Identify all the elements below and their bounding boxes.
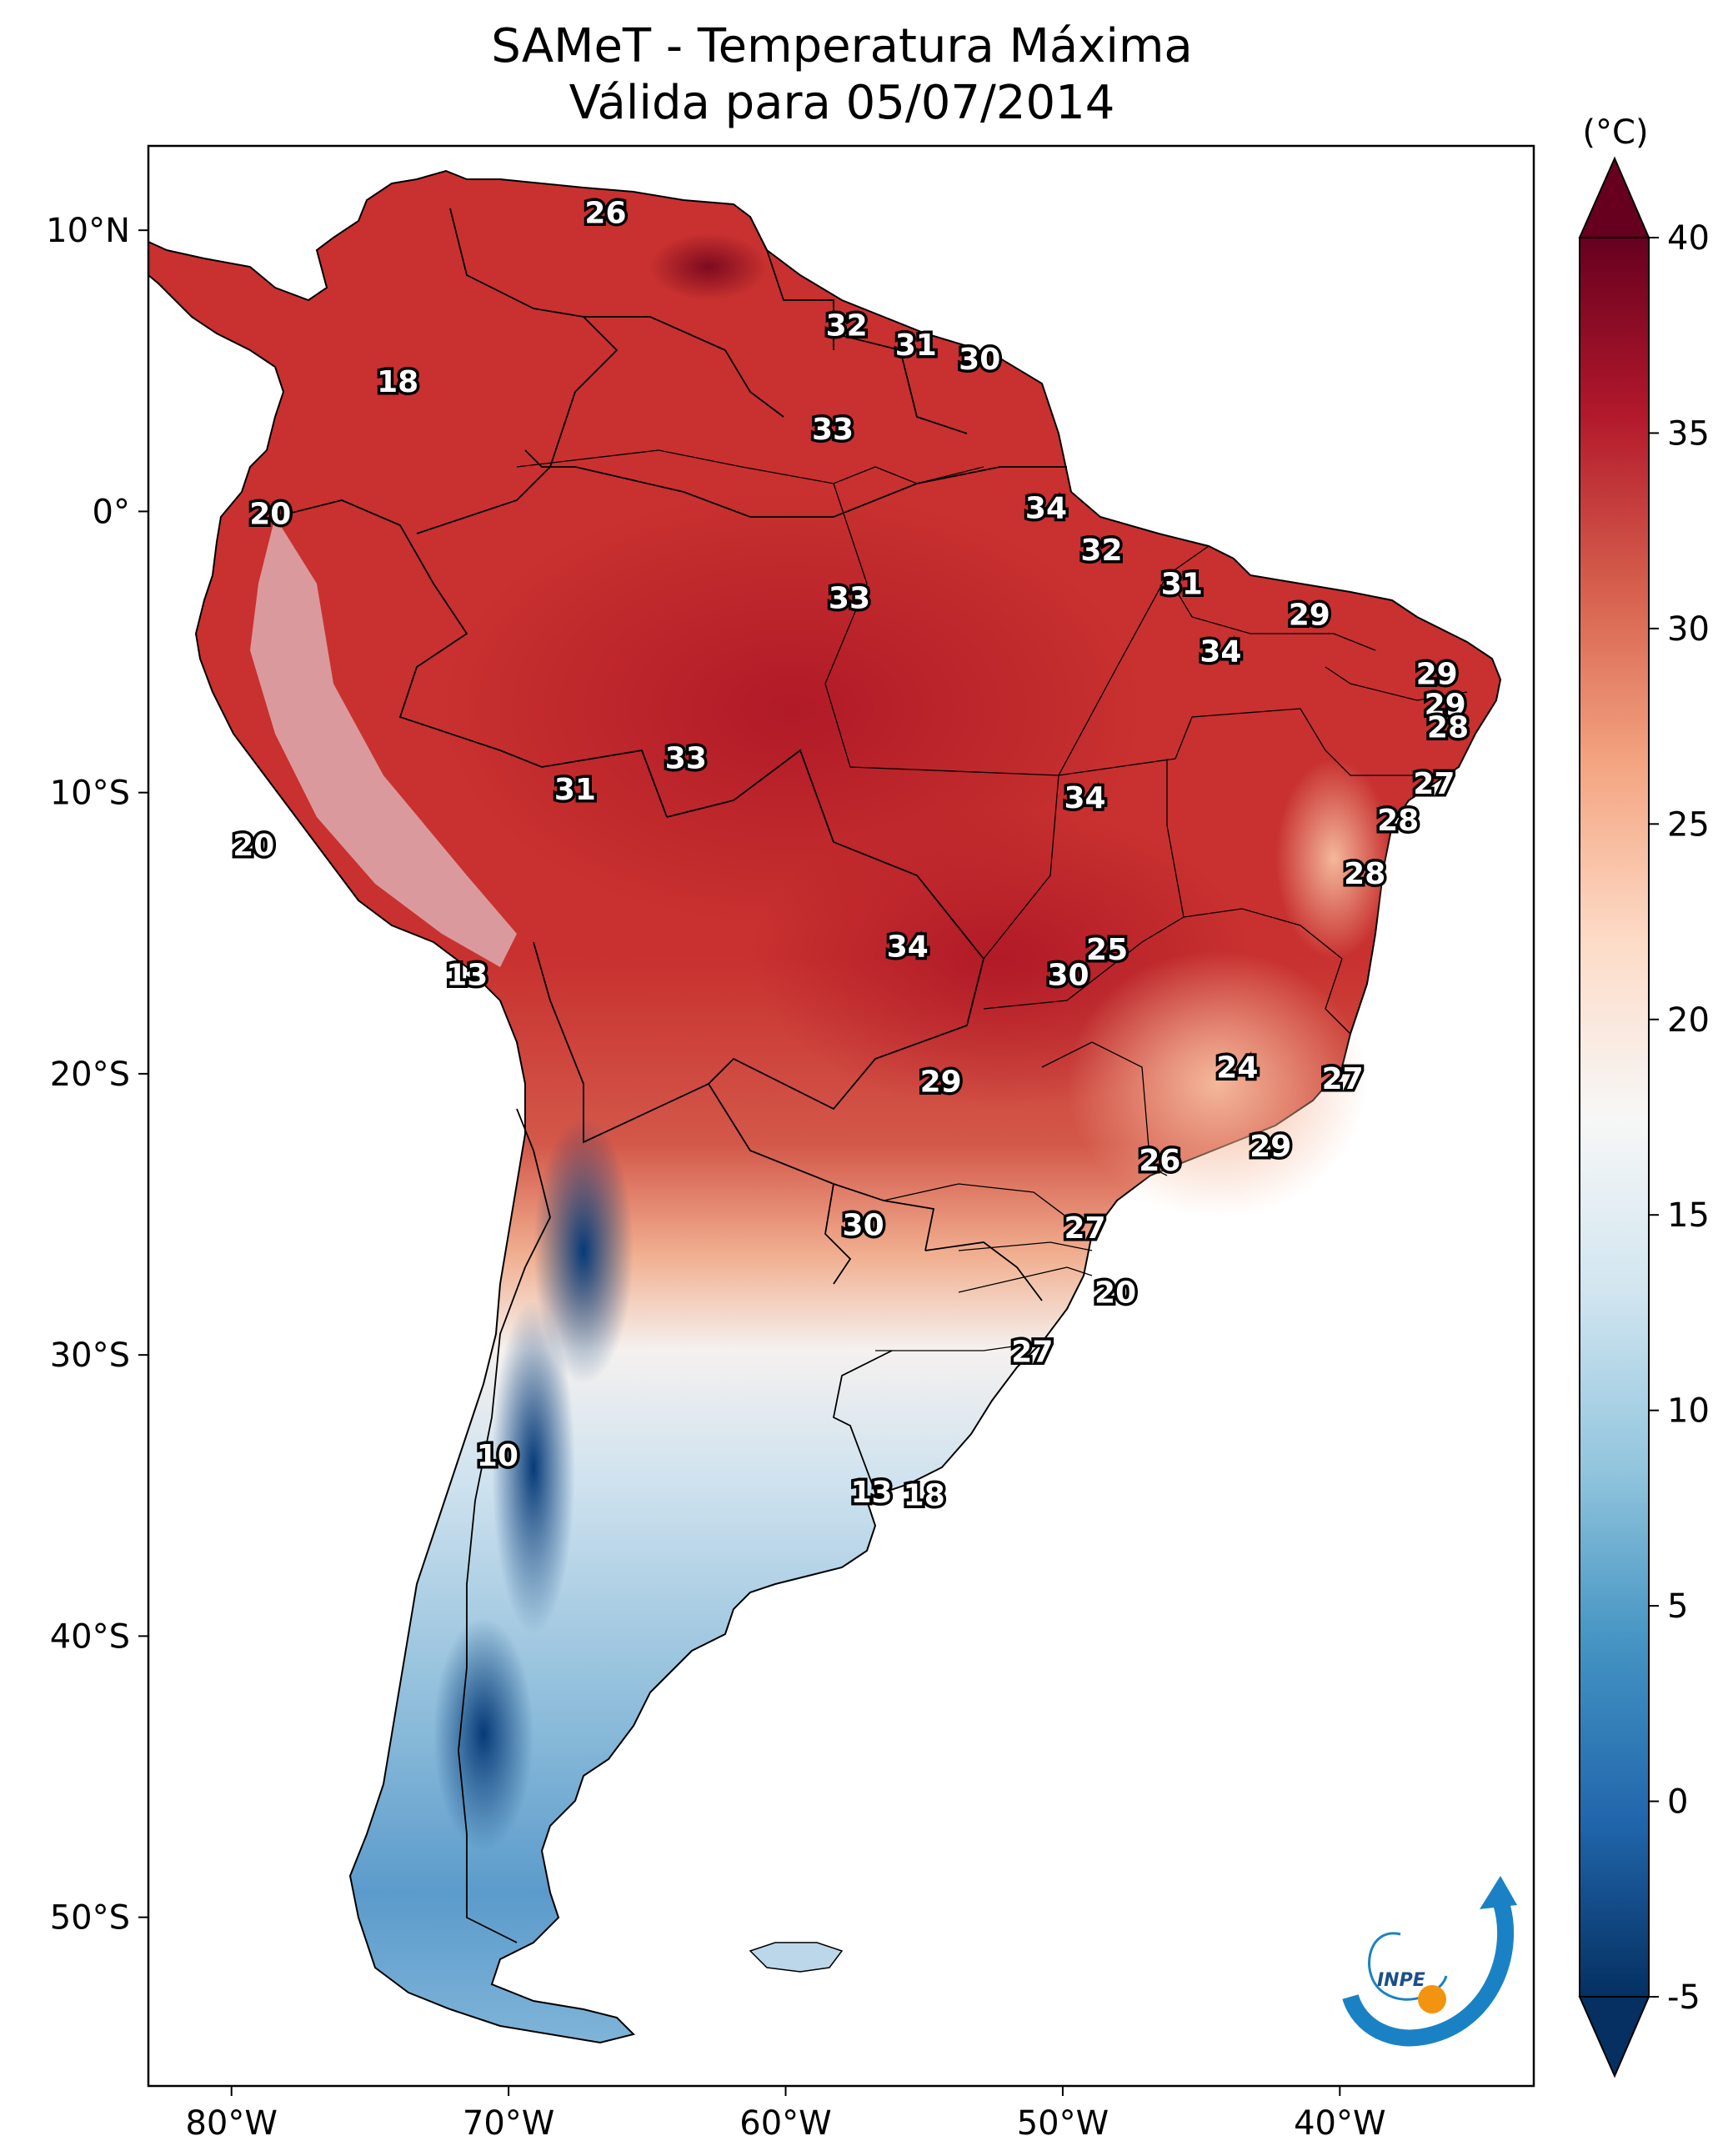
title-line-2: Válida para 05/07/2014 xyxy=(568,76,1115,130)
isotherm-label: 20 xyxy=(233,829,274,863)
isotherm-label: 29 xyxy=(920,1065,962,1100)
isotherm-label: 33 xyxy=(665,742,707,776)
cold-andes-north xyxy=(533,1117,634,1384)
isotherm-label: 29 xyxy=(1289,599,1330,633)
y-tick-label: 40°S xyxy=(50,1617,130,1656)
map-frame xyxy=(147,144,1535,2088)
colorbar-ticks: 40 35 30 25 20 15 10 5 0 -5 xyxy=(1649,219,1710,2017)
colorbar-tick-label: 40 xyxy=(1667,219,1710,258)
cool-andes-peru xyxy=(250,517,517,967)
land-fill xyxy=(148,169,1502,2044)
state-borders xyxy=(516,449,1468,1351)
map-title: SAMeT - Temperatura Máxima Válida para 0… xyxy=(150,18,1534,132)
isotherm-label: 29 xyxy=(1425,689,1466,723)
x-tick-label: 70°W xyxy=(463,2104,554,2143)
isotherm-label: 28 xyxy=(1427,711,1469,745)
isotherm-label: 13 xyxy=(851,1476,893,1510)
isotherm-label: 34 xyxy=(887,930,929,965)
isotherm-label: 13 xyxy=(446,958,488,992)
colorbar-tick-label: 35 xyxy=(1667,414,1710,453)
isotherm-label: 18 xyxy=(904,1478,945,1512)
isotherm-label: 30 xyxy=(1048,958,1089,992)
colorbar-extend-min-arrow xyxy=(1578,1996,1650,2078)
cold-patagonia xyxy=(433,1617,533,1851)
isotherm-label: 27 xyxy=(1322,1062,1364,1096)
isotherm-label: 20 xyxy=(249,497,291,531)
isotherm-label: 31 xyxy=(895,328,937,363)
inpe-logo: INPE xyxy=(1342,1876,1517,2047)
title-line-1: SAMeT - Temperatura Máxima xyxy=(491,19,1193,73)
y-tick-label: 10°N xyxy=(46,212,130,250)
isotherm-label: 33 xyxy=(829,581,870,615)
isotherm-label: 30 xyxy=(843,1209,884,1243)
isotherm-label: 31 xyxy=(554,773,596,807)
isotherm-label: 25 xyxy=(1086,933,1128,967)
y-tick-label: 20°S xyxy=(50,1055,130,1094)
isotherm-label: 32 xyxy=(826,308,868,343)
isotherm-label: 24 xyxy=(1216,1051,1258,1086)
isotherm-label: 10 xyxy=(477,1439,518,1473)
country-borders xyxy=(274,208,1067,1943)
x-tick-label: 40°W xyxy=(1294,2104,1385,2143)
isotherm-label: 27 xyxy=(1413,767,1455,801)
logo-text: INPE xyxy=(1377,1970,1425,1991)
colorbar-tick-label: 30 xyxy=(1667,610,1710,649)
isotherm-label: 31 xyxy=(1161,568,1203,602)
isotherm-label: 29 xyxy=(1250,1130,1291,1164)
mild-region-bahia xyxy=(1275,759,1392,959)
isotherm-label: 34 xyxy=(1025,492,1067,526)
isotherm-label: 20 xyxy=(1094,1276,1136,1310)
isotherm-label: 34 xyxy=(1200,635,1241,669)
colorbar-tick-label: -5 xyxy=(1667,1978,1700,2017)
isotherm-label: 28 xyxy=(1344,857,1385,891)
map-panel xyxy=(147,144,1535,2088)
logo-dot xyxy=(1418,1985,1446,2013)
colorbar-tick-label: 20 xyxy=(1667,1001,1710,1040)
y-tick-label: 50°S xyxy=(50,1899,130,1938)
mild-region-southeast xyxy=(1067,950,1367,1217)
colorbar-tick-label: 10 xyxy=(1667,1392,1710,1431)
isotherm-label: 26 xyxy=(584,196,626,230)
isotherm-label: 33 xyxy=(812,413,854,447)
y-tick-label: 30°S xyxy=(50,1336,130,1375)
colorbar-unit-label: (°C) xyxy=(1582,113,1648,152)
isotherm-label: 34 xyxy=(1064,781,1105,815)
colorbar: (°C) 40 35 30 25 20 15 10 5 0 -5 xyxy=(1578,113,1710,2078)
isotherm-label: 18 xyxy=(377,365,418,399)
hot-spot-venezuela xyxy=(650,233,767,300)
colorbar-tick-label: 15 xyxy=(1667,1196,1710,1235)
isotherm-label: 30 xyxy=(959,343,1000,377)
colorbar-tick-label: 25 xyxy=(1667,805,1710,844)
isotherm-label: 32 xyxy=(1080,534,1122,568)
longitude-axis: 80°W 70°W 60°W 50°W 40°W xyxy=(185,2086,1386,2143)
y-tick-label: 10°S xyxy=(50,775,130,813)
isotherm-label: 26 xyxy=(1139,1144,1180,1178)
isotherm-label: 27 xyxy=(1064,1211,1105,1246)
logo-arrow-icon xyxy=(1480,1876,1517,1909)
colorbar-tick-label: 0 xyxy=(1667,1783,1688,1822)
x-tick-label: 80°W xyxy=(185,2104,277,2143)
isotherm-label: 29 xyxy=(1416,658,1458,692)
cold-andes-south xyxy=(492,1301,575,1634)
colorbar-extend-max-arrow xyxy=(1578,156,1650,238)
colorbar-tick-label: 5 xyxy=(1667,1587,1688,1626)
isotherm-label: 27 xyxy=(1011,1335,1053,1369)
falkland-islands xyxy=(749,1942,844,1973)
colorbar-bar xyxy=(1579,237,1650,1998)
latitude-axis: 10°N 0° 10°S 20°S 30°S 40°S 50°S xyxy=(46,212,148,1938)
x-tick-label: 50°W xyxy=(1017,2104,1109,2143)
x-tick-label: 60°W xyxy=(739,2104,831,2143)
logo-arc xyxy=(1342,1898,1515,2047)
isotherm-label: 28 xyxy=(1377,804,1419,838)
y-tick-label: 0° xyxy=(93,493,130,531)
